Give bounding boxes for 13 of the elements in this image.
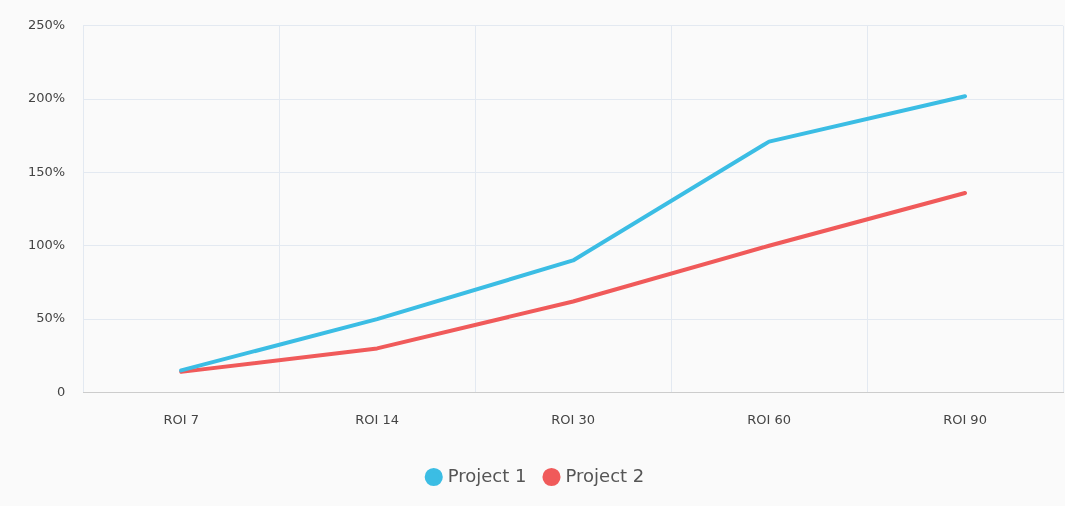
legend-label: Project 2: [565, 464, 645, 486]
x-tick-label: ROI 7: [163, 411, 199, 427]
y-tick-label: 150%: [27, 163, 66, 179]
x-tick-label: ROI 90: [943, 411, 987, 427]
y-tick-label: 250%: [27, 17, 66, 33]
x-tick-label: ROI 60: [747, 411, 791, 427]
y-tick-label: 0: [56, 383, 66, 399]
x-tick-label: ROI 14: [355, 411, 400, 427]
legend-label: Project 1: [447, 464, 527, 486]
x-tick-label: ROI 30: [551, 411, 595, 427]
y-tick-label: 50%: [36, 310, 66, 326]
y-tick-label: 200%: [27, 90, 66, 106]
y-tick-label: 100%: [27, 237, 66, 253]
